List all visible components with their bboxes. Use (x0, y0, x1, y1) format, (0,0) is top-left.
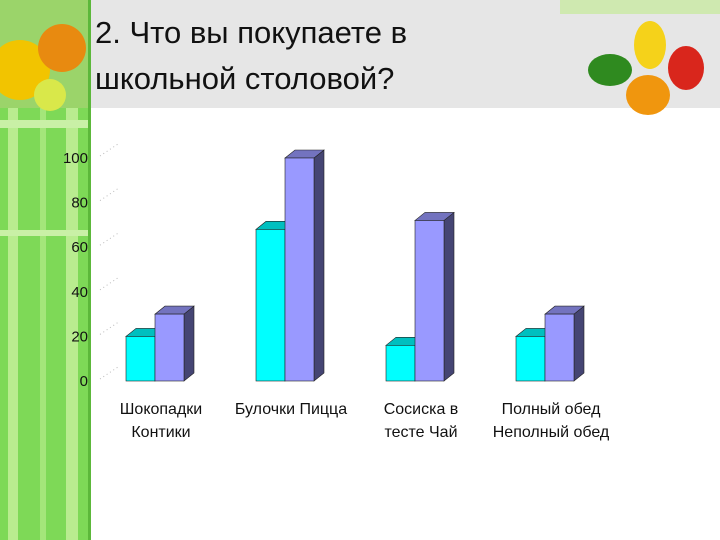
bar (255, 229, 286, 382)
tick-mark (99, 232, 119, 246)
bar (544, 313, 575, 382)
bar (385, 345, 416, 382)
stripe (0, 230, 90, 236)
y-tick-label: 40 (71, 284, 88, 301)
bar-side (573, 305, 585, 382)
bar-side (183, 305, 195, 382)
chart-title: 2. Что вы покупаете в школьной столовой? (95, 15, 408, 96)
bar (515, 336, 546, 382)
x-tick-label: Сосиска в тесте Чай (383, 401, 459, 441)
pepper (588, 54, 632, 86)
bar (414, 220, 445, 382)
x-tick-label: Булочки Пицца (234, 401, 348, 418)
top-stripe (560, 0, 720, 14)
stripe (66, 0, 78, 540)
pepper (626, 75, 670, 115)
header-band (0, 0, 720, 108)
stripe (40, 0, 46, 540)
y-tick-label: 20 (71, 328, 88, 345)
tick-mark (99, 143, 119, 157)
x-tick-label: Полный обед Неполный обед (492, 401, 610, 441)
y-tick-label: 80 (71, 195, 88, 212)
fruit (0, 40, 50, 100)
fruit (38, 24, 86, 72)
tick-mark (99, 188, 119, 202)
pepper (668, 46, 704, 90)
stripe (8, 0, 18, 540)
y-tick-label: 0 (80, 373, 88, 390)
y-tick-label: 60 (71, 239, 88, 256)
bar-side (443, 211, 455, 382)
x-tick-label: Шокопадки Контики (119, 401, 203, 441)
divider (88, 0, 91, 540)
bar (125, 336, 156, 382)
stripe (0, 120, 90, 128)
tick-mark (99, 277, 119, 291)
tick-mark (99, 366, 119, 380)
tick-mark (99, 321, 119, 335)
bar (154, 313, 185, 382)
y-tick-label: 100 (63, 150, 88, 167)
pepper (634, 21, 666, 69)
fruit (34, 79, 66, 111)
bar (284, 157, 315, 382)
bar-side (313, 149, 325, 382)
